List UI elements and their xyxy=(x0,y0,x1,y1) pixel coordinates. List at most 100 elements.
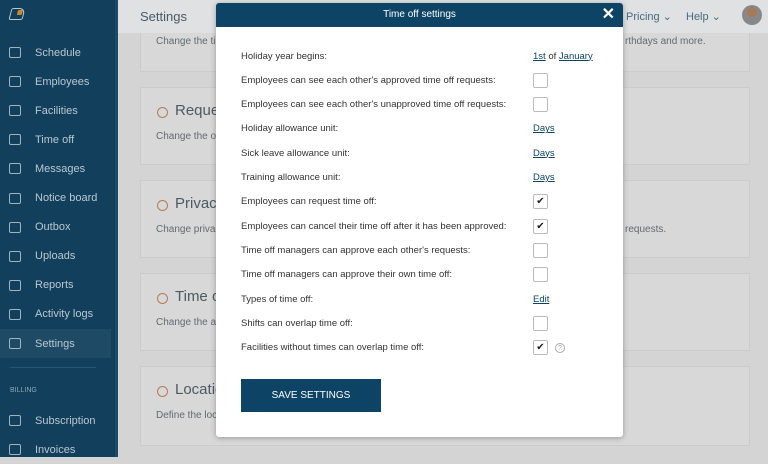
setting-row: Types of time off: Edit xyxy=(241,291,611,307)
sidebar-item-label: Subscription xyxy=(35,414,96,427)
gear-icon xyxy=(9,338,21,349)
sidebar-item-label: Outbox xyxy=(35,221,71,234)
avatar[interactable] xyxy=(742,5,762,25)
setting-link[interactable]: Days xyxy=(533,172,555,183)
help-label: Help xyxy=(686,11,709,23)
notice-board-icon xyxy=(9,192,21,204)
calendar-icon xyxy=(9,47,21,58)
pricing-label: Pricing xyxy=(626,11,660,23)
card-title: Reques xyxy=(175,102,227,119)
pricing-menu[interactable]: Pricing ⌄ xyxy=(626,11,672,23)
card-title: Time o xyxy=(175,288,221,305)
card-icon xyxy=(157,200,168,211)
setting-row: Sick leave allowance unit: Days xyxy=(241,145,611,161)
help-icon[interactable]: ? xyxy=(555,342,565,353)
sidebar-item-activity-logs[interactable]: Activity logs xyxy=(0,300,111,329)
sidebar-item-employees[interactable]: Employees xyxy=(0,67,111,96)
sidebar-item-facilities[interactable]: Facilities xyxy=(0,96,111,125)
users-icon xyxy=(9,76,21,88)
billing-heading: BILLING xyxy=(10,387,37,394)
setting-row: Facilities without times can overlap tim… xyxy=(241,340,611,356)
sidebar-item-label: Employees xyxy=(35,75,90,88)
card-description: Define the loc xyxy=(156,410,218,421)
suitcase-icon xyxy=(9,134,21,146)
file-icon xyxy=(9,250,21,262)
card-title: Privacy xyxy=(175,195,225,212)
setting-checkbox[interactable] xyxy=(533,267,548,283)
sidebar-item-outbox[interactable]: Outbox xyxy=(0,213,111,242)
setting-checkbox[interactable]: ✔ xyxy=(533,340,548,356)
setting-label: Holiday allowance unit: xyxy=(241,123,339,135)
setting-row: Employees can see each other's unapprove… xyxy=(241,97,611,113)
sidebar-item-label: Messages xyxy=(35,162,86,175)
card-description: Change privac xyxy=(156,224,221,235)
setting-row: Holiday year begins: 1st of January xyxy=(241,48,611,64)
setting-label: Types of time off: xyxy=(241,293,314,305)
setting-row: Time off managers can approve their own … xyxy=(241,267,611,283)
setting-checkbox[interactable] xyxy=(533,242,548,258)
sidebar-item-invoices[interactable]: Invoices xyxy=(0,435,111,464)
envelope-icon xyxy=(9,163,21,175)
setting-link[interactable]: Edit xyxy=(533,293,550,305)
setting-row: Time off managers can approve each other… xyxy=(241,242,611,258)
card-icon xyxy=(157,293,168,304)
setting-label: Facilities without times can overlap tim… xyxy=(241,342,425,354)
day-link[interactable]: 1st xyxy=(533,50,546,62)
setting-row: Employees can cancel their time off afte… xyxy=(241,218,611,234)
sidebar-item-messages[interactable]: Messages xyxy=(0,154,111,183)
logo[interactable] xyxy=(8,8,26,20)
setting-checkbox[interactable]: ✔ xyxy=(533,218,548,234)
setting-row: Shifts can overlap time off: xyxy=(241,315,611,331)
sidebar-item-label: Notice board xyxy=(35,192,98,204)
setting-link[interactable]: Days xyxy=(533,147,555,159)
save-settings-button[interactable]: SAVE SETTINGS xyxy=(241,379,381,412)
card-description-end: rthdays and more. xyxy=(625,36,706,47)
invoice-icon xyxy=(9,444,21,455)
setting-label: Time off managers can approve their own … xyxy=(241,269,453,281)
sidebar-item-settings[interactable]: Settings xyxy=(0,329,111,358)
sidebar-item-reports[interactable]: Reports xyxy=(0,271,111,300)
card-description: Change the o xyxy=(156,131,217,142)
card-icon xyxy=(9,415,21,426)
setting-checkbox[interactable] xyxy=(533,315,548,331)
setting-label: Holiday year begins: xyxy=(241,50,328,62)
of-text: of xyxy=(548,50,557,62)
dialog-title: Time off settings xyxy=(383,9,456,20)
close-icon[interactable]: ✕ xyxy=(601,6,615,23)
setting-row: Employees can see each other's approved … xyxy=(241,72,611,88)
divider xyxy=(10,367,96,368)
month-link[interactable]: January xyxy=(558,50,593,62)
page-title: Settings xyxy=(140,9,187,24)
sidebar-item-label: Uploads xyxy=(35,250,76,263)
sidebar: Schedule Employees Facilities Time off Messa… xyxy=(0,0,118,457)
sidebar-item-label: Schedule xyxy=(35,46,81,59)
sidebar-item-label: Invoices xyxy=(35,443,76,456)
sidebar-item-label: Facilities xyxy=(35,104,78,117)
setting-checkbox[interactable] xyxy=(533,97,548,113)
card-icon xyxy=(157,386,168,397)
time-off-settings-dialog: Time off settings ✕ Holiday year begins:… xyxy=(216,3,623,437)
dialog-header: Time off settings ✕ xyxy=(216,3,623,27)
sidebar-item-schedule[interactable]: Schedule xyxy=(0,38,111,67)
setting-checkbox[interactable]: ✔ xyxy=(533,194,548,210)
card-title: Locatio xyxy=(175,381,224,398)
setting-checkbox[interactable] xyxy=(533,72,548,88)
sidebar-item-uploads[interactable]: Uploads xyxy=(0,242,111,271)
card-description-end: requests. xyxy=(625,224,667,235)
sidebar-item-label: Settings xyxy=(35,337,75,350)
setting-row: Employees can request time off: ✔ xyxy=(241,194,611,210)
sidebar-item-label: Activity logs xyxy=(35,308,94,321)
sidebar-item-subscription[interactable]: Subscription xyxy=(0,406,111,435)
setting-label: Time off managers can approve each other… xyxy=(241,244,471,256)
setting-label: Training allowance unit: xyxy=(241,172,341,183)
card-icon xyxy=(157,107,168,118)
sidebar-item-label: Time off xyxy=(35,133,75,146)
card-description: Change the ti xyxy=(156,36,216,47)
card-description: Change the al xyxy=(156,317,219,328)
setting-link[interactable]: Days xyxy=(533,123,555,135)
sidebar-item-time-off[interactable]: Time off xyxy=(0,125,111,154)
sidebar-item-notice-board[interactable]: Notice board xyxy=(0,184,111,213)
setting-label: Shifts can overlap time off: xyxy=(241,317,353,329)
sidebar-scrollbar[interactable] xyxy=(115,0,118,457)
help-menu[interactable]: Help ⌄ xyxy=(686,11,721,23)
